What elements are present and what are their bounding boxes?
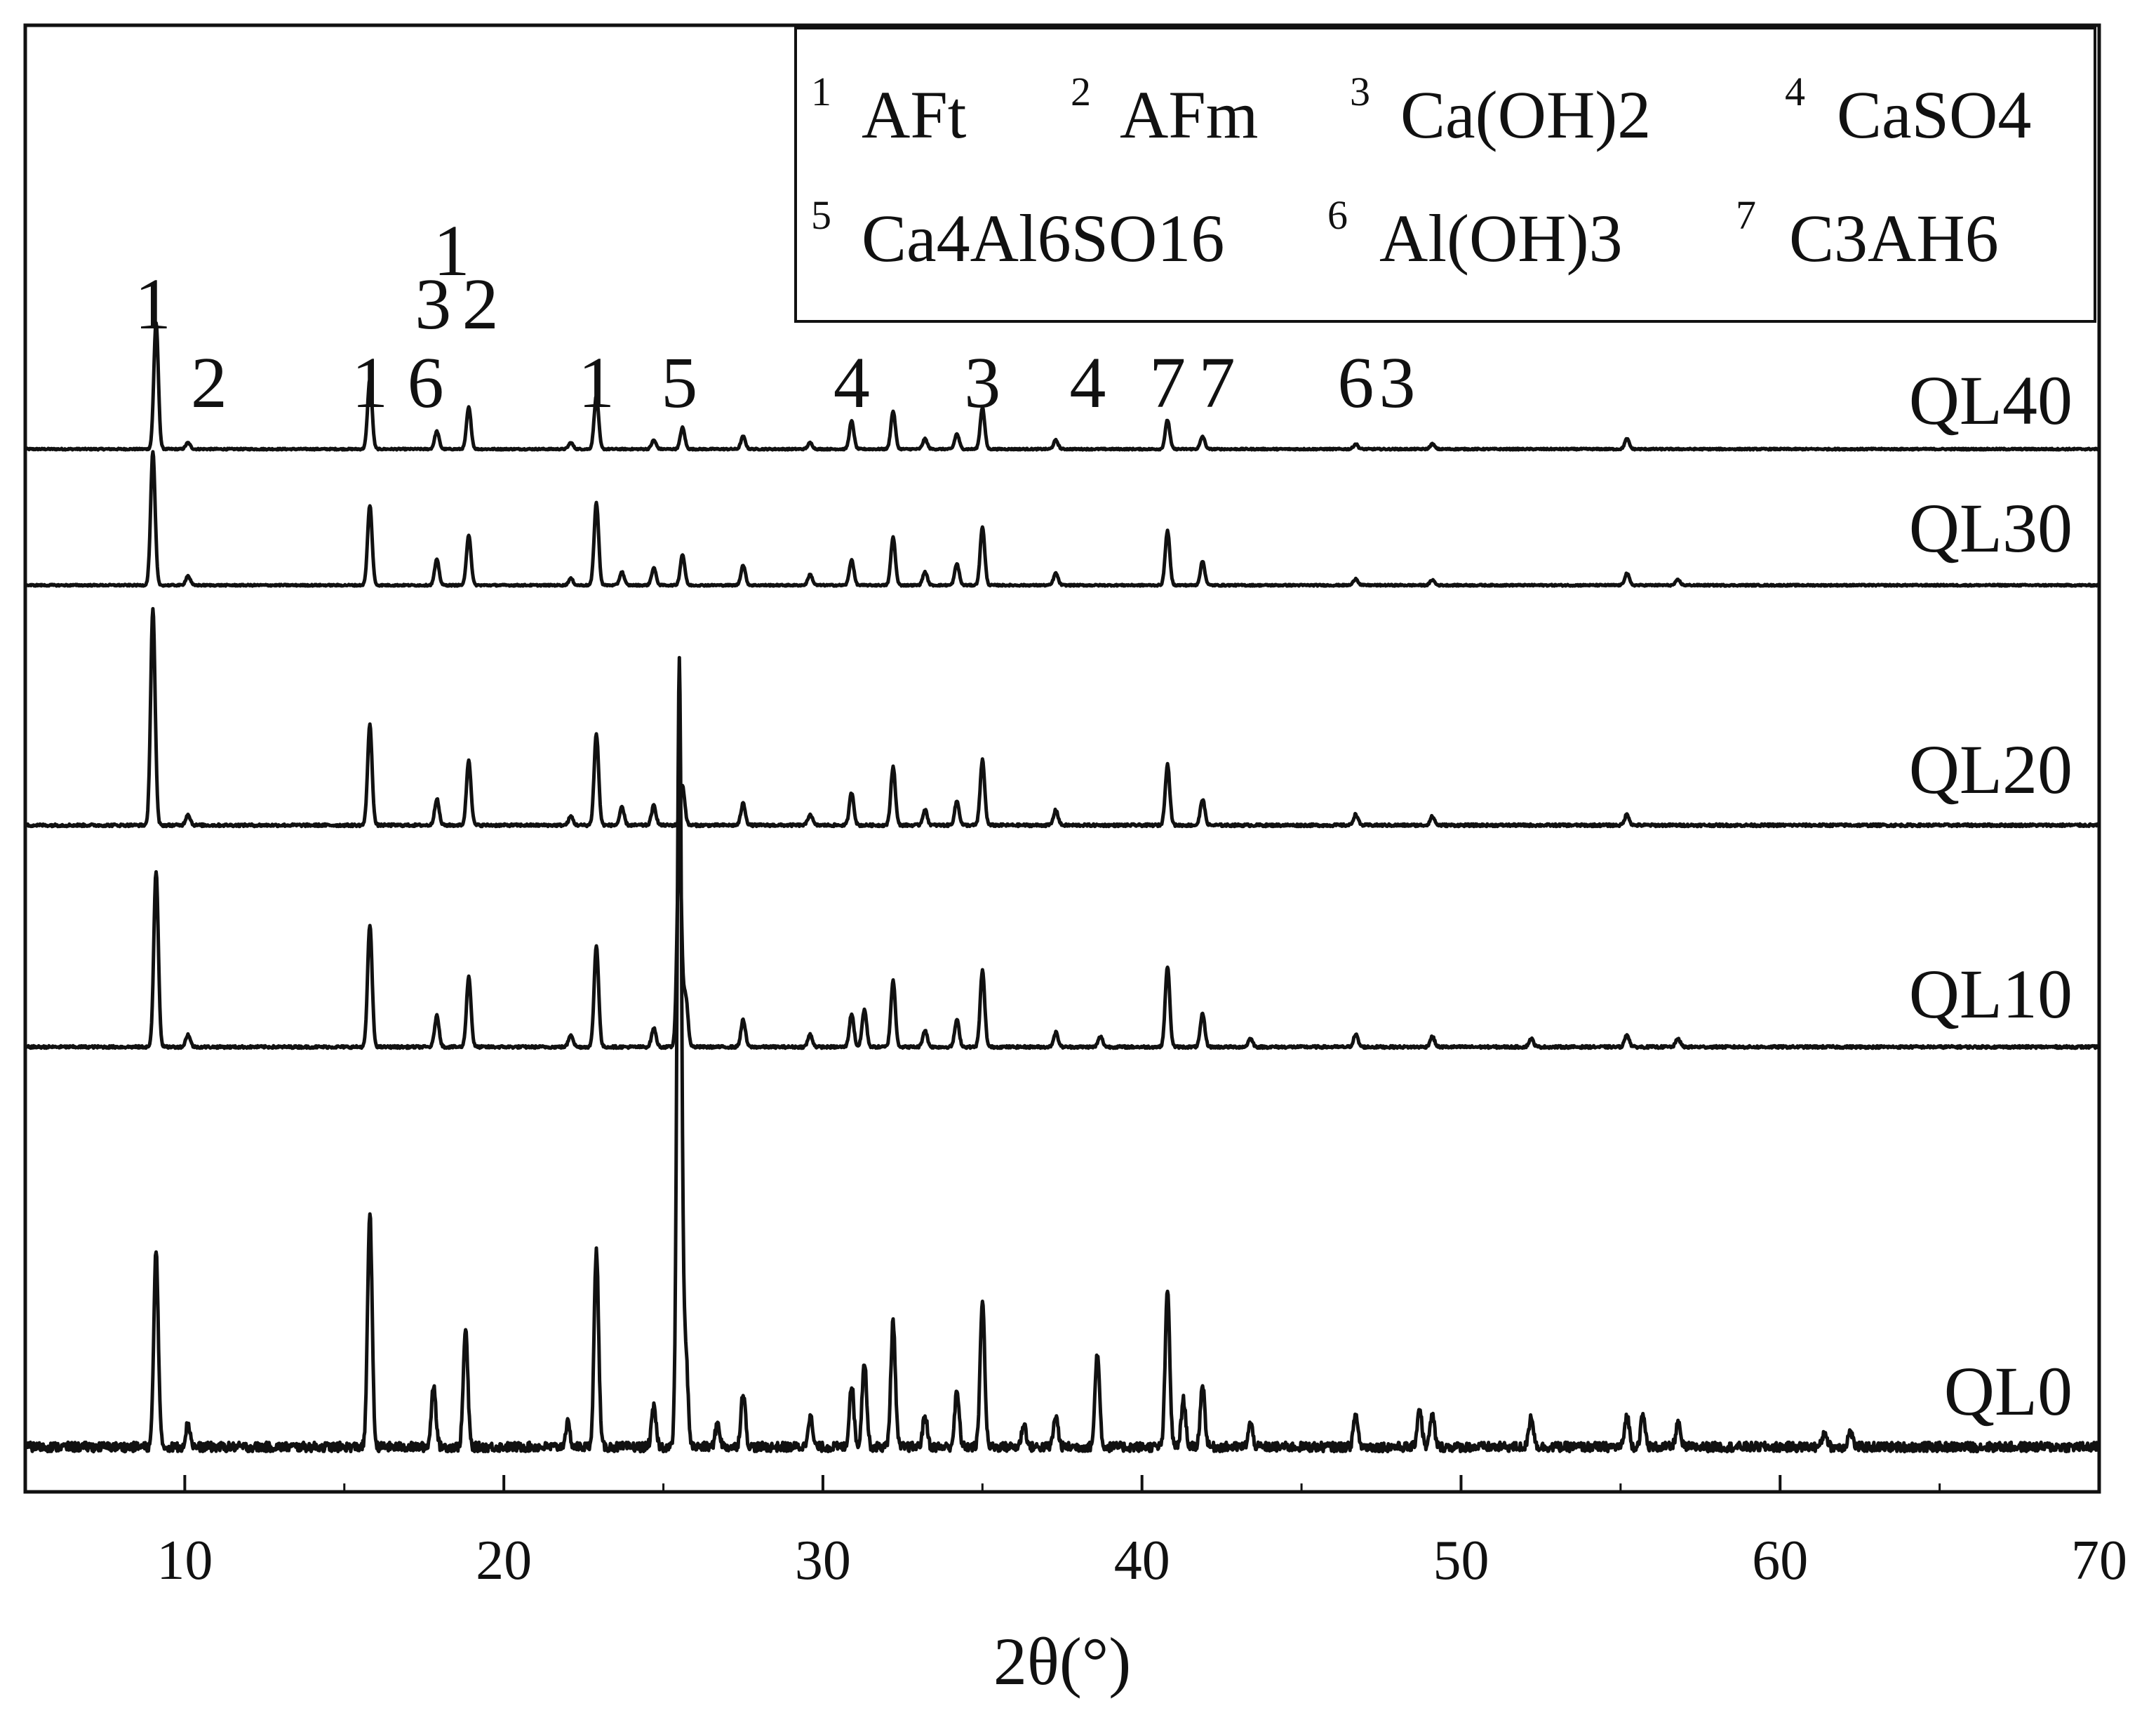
legend-num-2: 2	[1071, 69, 1091, 114]
legend-num-5: 5	[811, 192, 831, 238]
legend-row-2: 5 Ca4Al6SO16 6 Al(OH)3 7 C3AH6	[811, 168, 1999, 276]
legend: 1 AFt 2 AFm 3 Ca(OH)2 4 CaSO4 5 Ca4Al6SO…	[794, 27, 2096, 323]
legend-row-1: 1 AFt 2 AFm 3 Ca(OH)2 4 CaSO4	[811, 45, 2031, 152]
peak-label-1: 1	[434, 211, 470, 291]
peak-label-6: 6	[408, 342, 444, 423]
peak-label-1: 1	[135, 264, 171, 345]
x-tick-label-10: 10	[156, 1530, 213, 1591]
legend-name-caoh2: Ca(OH)2	[1400, 77, 1651, 152]
peak-label-6: 6	[1337, 342, 1374, 423]
x-tick-label-30: 30	[795, 1530, 851, 1591]
series-label-ql30: QL30	[1909, 489, 2073, 567]
legend-name-afm: AFm	[1120, 77, 1258, 152]
legend-num-6: 6	[1327, 192, 1348, 238]
series-label-ql10: QL10	[1909, 955, 2073, 1033]
series-line-ql10	[24, 836, 2101, 1050]
legend-num-7: 7	[1736, 192, 1756, 238]
series-line-ql0	[23, 655, 2101, 1454]
peak-label-1: 1	[578, 342, 615, 423]
peak-label-4: 4	[833, 342, 870, 423]
legend-name-aloh3: Al(OH)3	[1379, 201, 1623, 276]
legend-num-3: 3	[1350, 69, 1370, 114]
legend-name-c3ah6: C3AH6	[1789, 201, 1999, 276]
peak-label-5: 5	[661, 342, 697, 423]
x-tick-label-20: 20	[476, 1530, 532, 1591]
legend-num-4: 4	[1785, 69, 1805, 114]
peak-label-1: 1	[351, 342, 388, 423]
series-line-ql20	[24, 607, 2101, 829]
legend-name-caso4: CaSO4	[1837, 77, 2031, 152]
peak-label-4: 4	[1069, 342, 1106, 423]
legend-num-1: 1	[811, 69, 831, 114]
x-tick-label-40: 40	[1114, 1530, 1170, 1591]
diffraction-patterns: QL40 QL30 QL20 QL10 QL0	[23, 321, 2101, 1454]
plot-frame	[23, 23, 2101, 1494]
legend-name-ca4al6so16: Ca4Al6SO16	[862, 201, 1224, 276]
x-tick-label-60: 60	[1752, 1530, 1808, 1591]
series-line-ql30	[24, 450, 2101, 588]
series-label-ql20: QL20	[1909, 730, 2073, 808]
peak-label-7: 7	[1149, 342, 1186, 423]
x-axis-ticks	[24, 1475, 2101, 1492]
peak-label-3: 3	[1379, 342, 1416, 423]
peak-label-3: 3	[964, 342, 1000, 423]
series-label-ql40: QL40	[1909, 361, 2073, 439]
series-label-ql0: QL0	[1944, 1352, 2073, 1430]
x-axis-label: 2θ(°)	[993, 1624, 1131, 1699]
peak-label-7: 7	[1199, 342, 1236, 423]
x-tick-label-50: 50	[1433, 1530, 1489, 1591]
x-axis-tick-labels: 10 20 30 40 50 60 70	[156, 1530, 2127, 1591]
x-tick-label-70: 70	[2071, 1530, 2127, 1591]
legend-name-aft: AFt	[862, 77, 967, 152]
legend-box	[794, 27, 2096, 323]
peak-label-3: 3	[415, 264, 451, 345]
peak-label-2: 2	[462, 264, 499, 345]
series-line-ql40	[24, 321, 2101, 452]
peak-label-2: 2	[191, 342, 227, 423]
